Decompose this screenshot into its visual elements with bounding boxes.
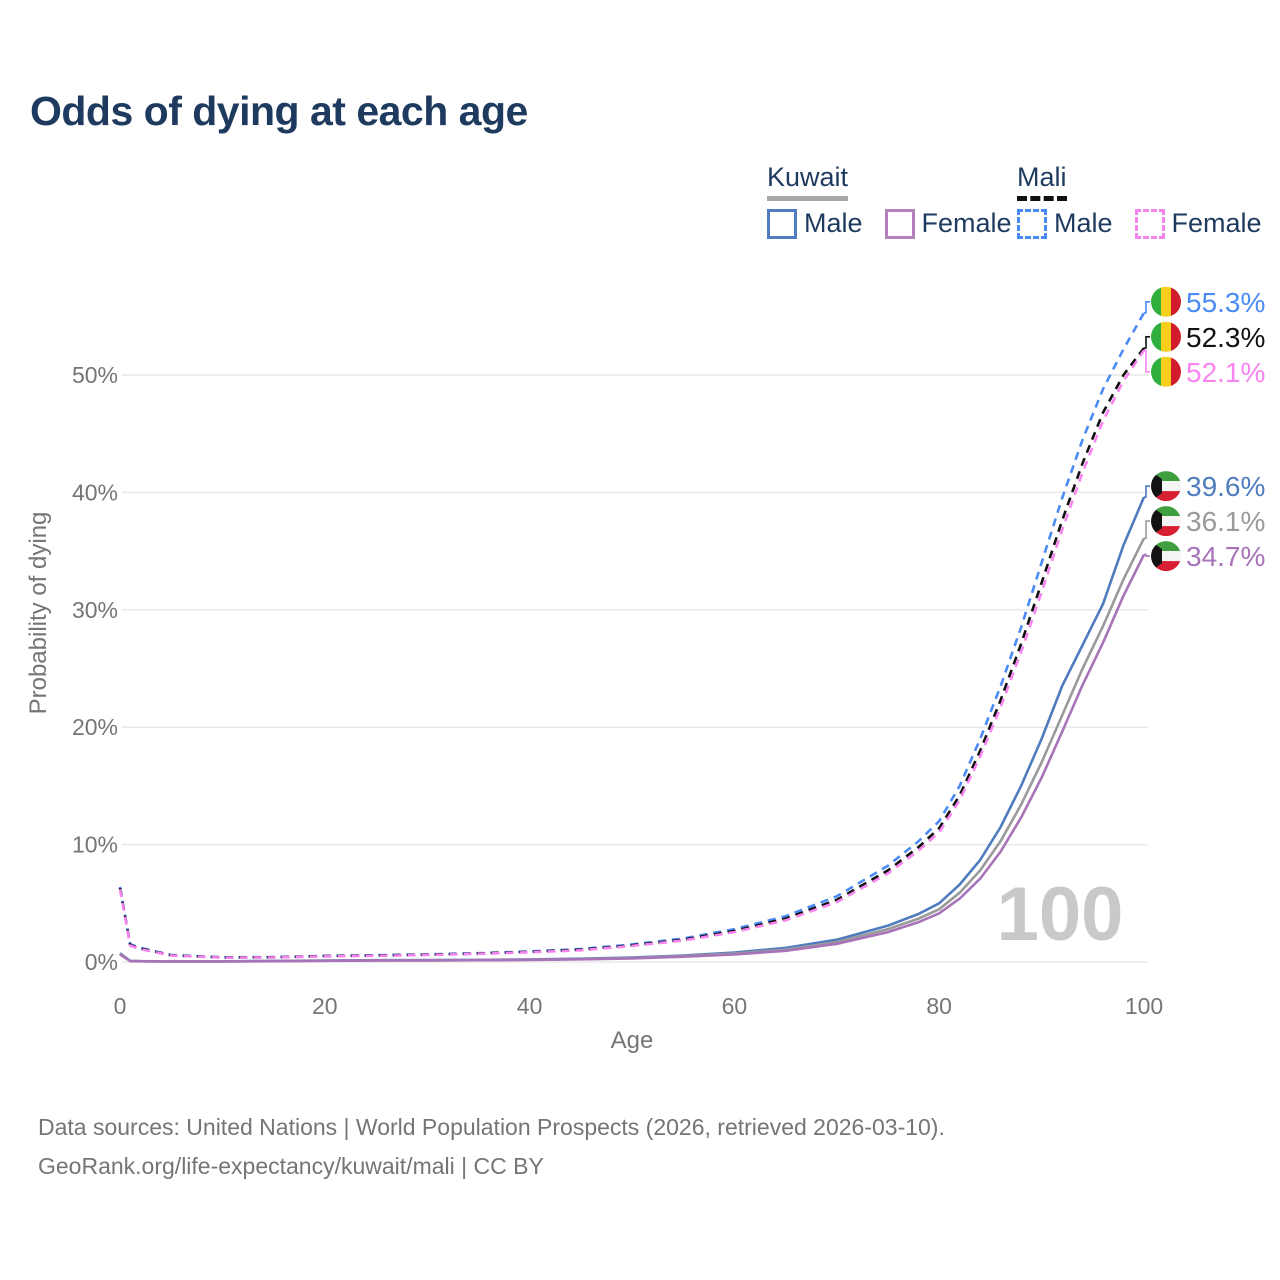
series-line-mali-both[interactable] (118, 347, 1146, 959)
mali-flag-icon (1151, 321, 1181, 352)
y-tick-label: 10% (72, 832, 118, 858)
x-tick-label: 80 (926, 993, 952, 1019)
series-line-kuwait-female[interactable] (119, 554, 1146, 963)
x-axis-title: Age (611, 1027, 654, 1054)
watermark-age-100: 100 (997, 872, 1124, 957)
page-title: Odds of dying at each age (30, 88, 528, 134)
y-tick-label: 50% (72, 362, 118, 388)
kuwait-flag-icon (1151, 541, 1181, 572)
label-connector (1144, 553, 1150, 557)
label-connector (1144, 520, 1150, 539)
end-value-label-kuwait-male[interactable]: 39.6% (1186, 471, 1265, 502)
footer-data-sources: Data sources: United Nations | World Pop… (38, 1114, 945, 1140)
mali-male-swatch-icon (1017, 208, 1047, 239)
legend-country-mali[interactable]: Mali (1017, 162, 1067, 201)
y-axis-title: Probability of dying (25, 512, 52, 715)
legend-group-kuwait: Kuwait Male Female (767, 162, 1034, 239)
end-labels: 55.3% 52.3% 52.1% 39.6% 36.1% 34.7% (1144, 286, 1265, 572)
x-tick-label: 60 (722, 993, 748, 1019)
legend-item-label: Female (1171, 208, 1262, 238)
legend-item-kuwait-female[interactable]: Female (884, 208, 1012, 239)
footer: Data sources: United Nations | World Pop… (38, 1108, 945, 1186)
mali-flag-icon (1151, 356, 1181, 387)
series-line-mali-male[interactable] (118, 312, 1146, 959)
end-value-label-mali-female[interactable]: 52.1% (1186, 357, 1265, 388)
legend-country-kuwait[interactable]: Kuwait (767, 162, 849, 201)
y-tick-label: 30% (72, 597, 118, 623)
mali-female-swatch-icon (1134, 208, 1165, 239)
label-connector (1144, 485, 1150, 498)
legend-group-mali: Mali Male Female (1017, 162, 1280, 239)
legend-item-mali-male[interactable]: Male (1017, 208, 1113, 239)
y-tick-label: 40% (72, 479, 118, 505)
series-lines (118, 312, 1146, 963)
x-tick-label: 0 (114, 993, 127, 1019)
kuwait-female-swatch-icon (884, 208, 915, 239)
x-tick-label: 20 (312, 993, 338, 1019)
legend-item-mali-female[interactable]: Female (1134, 208, 1262, 239)
series-line-mali-female[interactable] (118, 349, 1146, 959)
end-value-label-kuwait-female[interactable]: 34.7% (1186, 541, 1265, 572)
legend-item-kuwait-male[interactable]: Male (767, 208, 863, 239)
label-connector (1144, 349, 1150, 373)
end-value-label-mali-both[interactable]: 52.3% (1186, 322, 1265, 353)
kuwait-flag-icon (1151, 471, 1181, 502)
x-tick-label: 40 (517, 993, 543, 1019)
mali-flag-icon (1151, 286, 1181, 317)
x-tick-label: 100 (1125, 993, 1163, 1019)
kuwait-male-swatch-icon (767, 208, 797, 239)
end-value-label-kuwait-both[interactable]: 36.1% (1186, 506, 1265, 537)
kuwait-flag-icon (1151, 506, 1181, 537)
legend-item-label: Male (1054, 208, 1113, 238)
label-connector (1144, 335, 1150, 349)
footer-attribution-link[interactable]: GeoRank.org/life-expectancy/kuwait/mali … (38, 1153, 544, 1179)
label-connector (1144, 300, 1150, 314)
end-value-label-mali-male[interactable]: 55.3% (1186, 287, 1265, 318)
y-tick-label: 0% (85, 949, 118, 975)
legend-item-label: Male (804, 208, 863, 238)
y-tick-label: 20% (72, 714, 118, 740)
series-line-kuwait-both[interactable] (119, 537, 1146, 963)
legend-item-label: Female (921, 208, 1012, 238)
